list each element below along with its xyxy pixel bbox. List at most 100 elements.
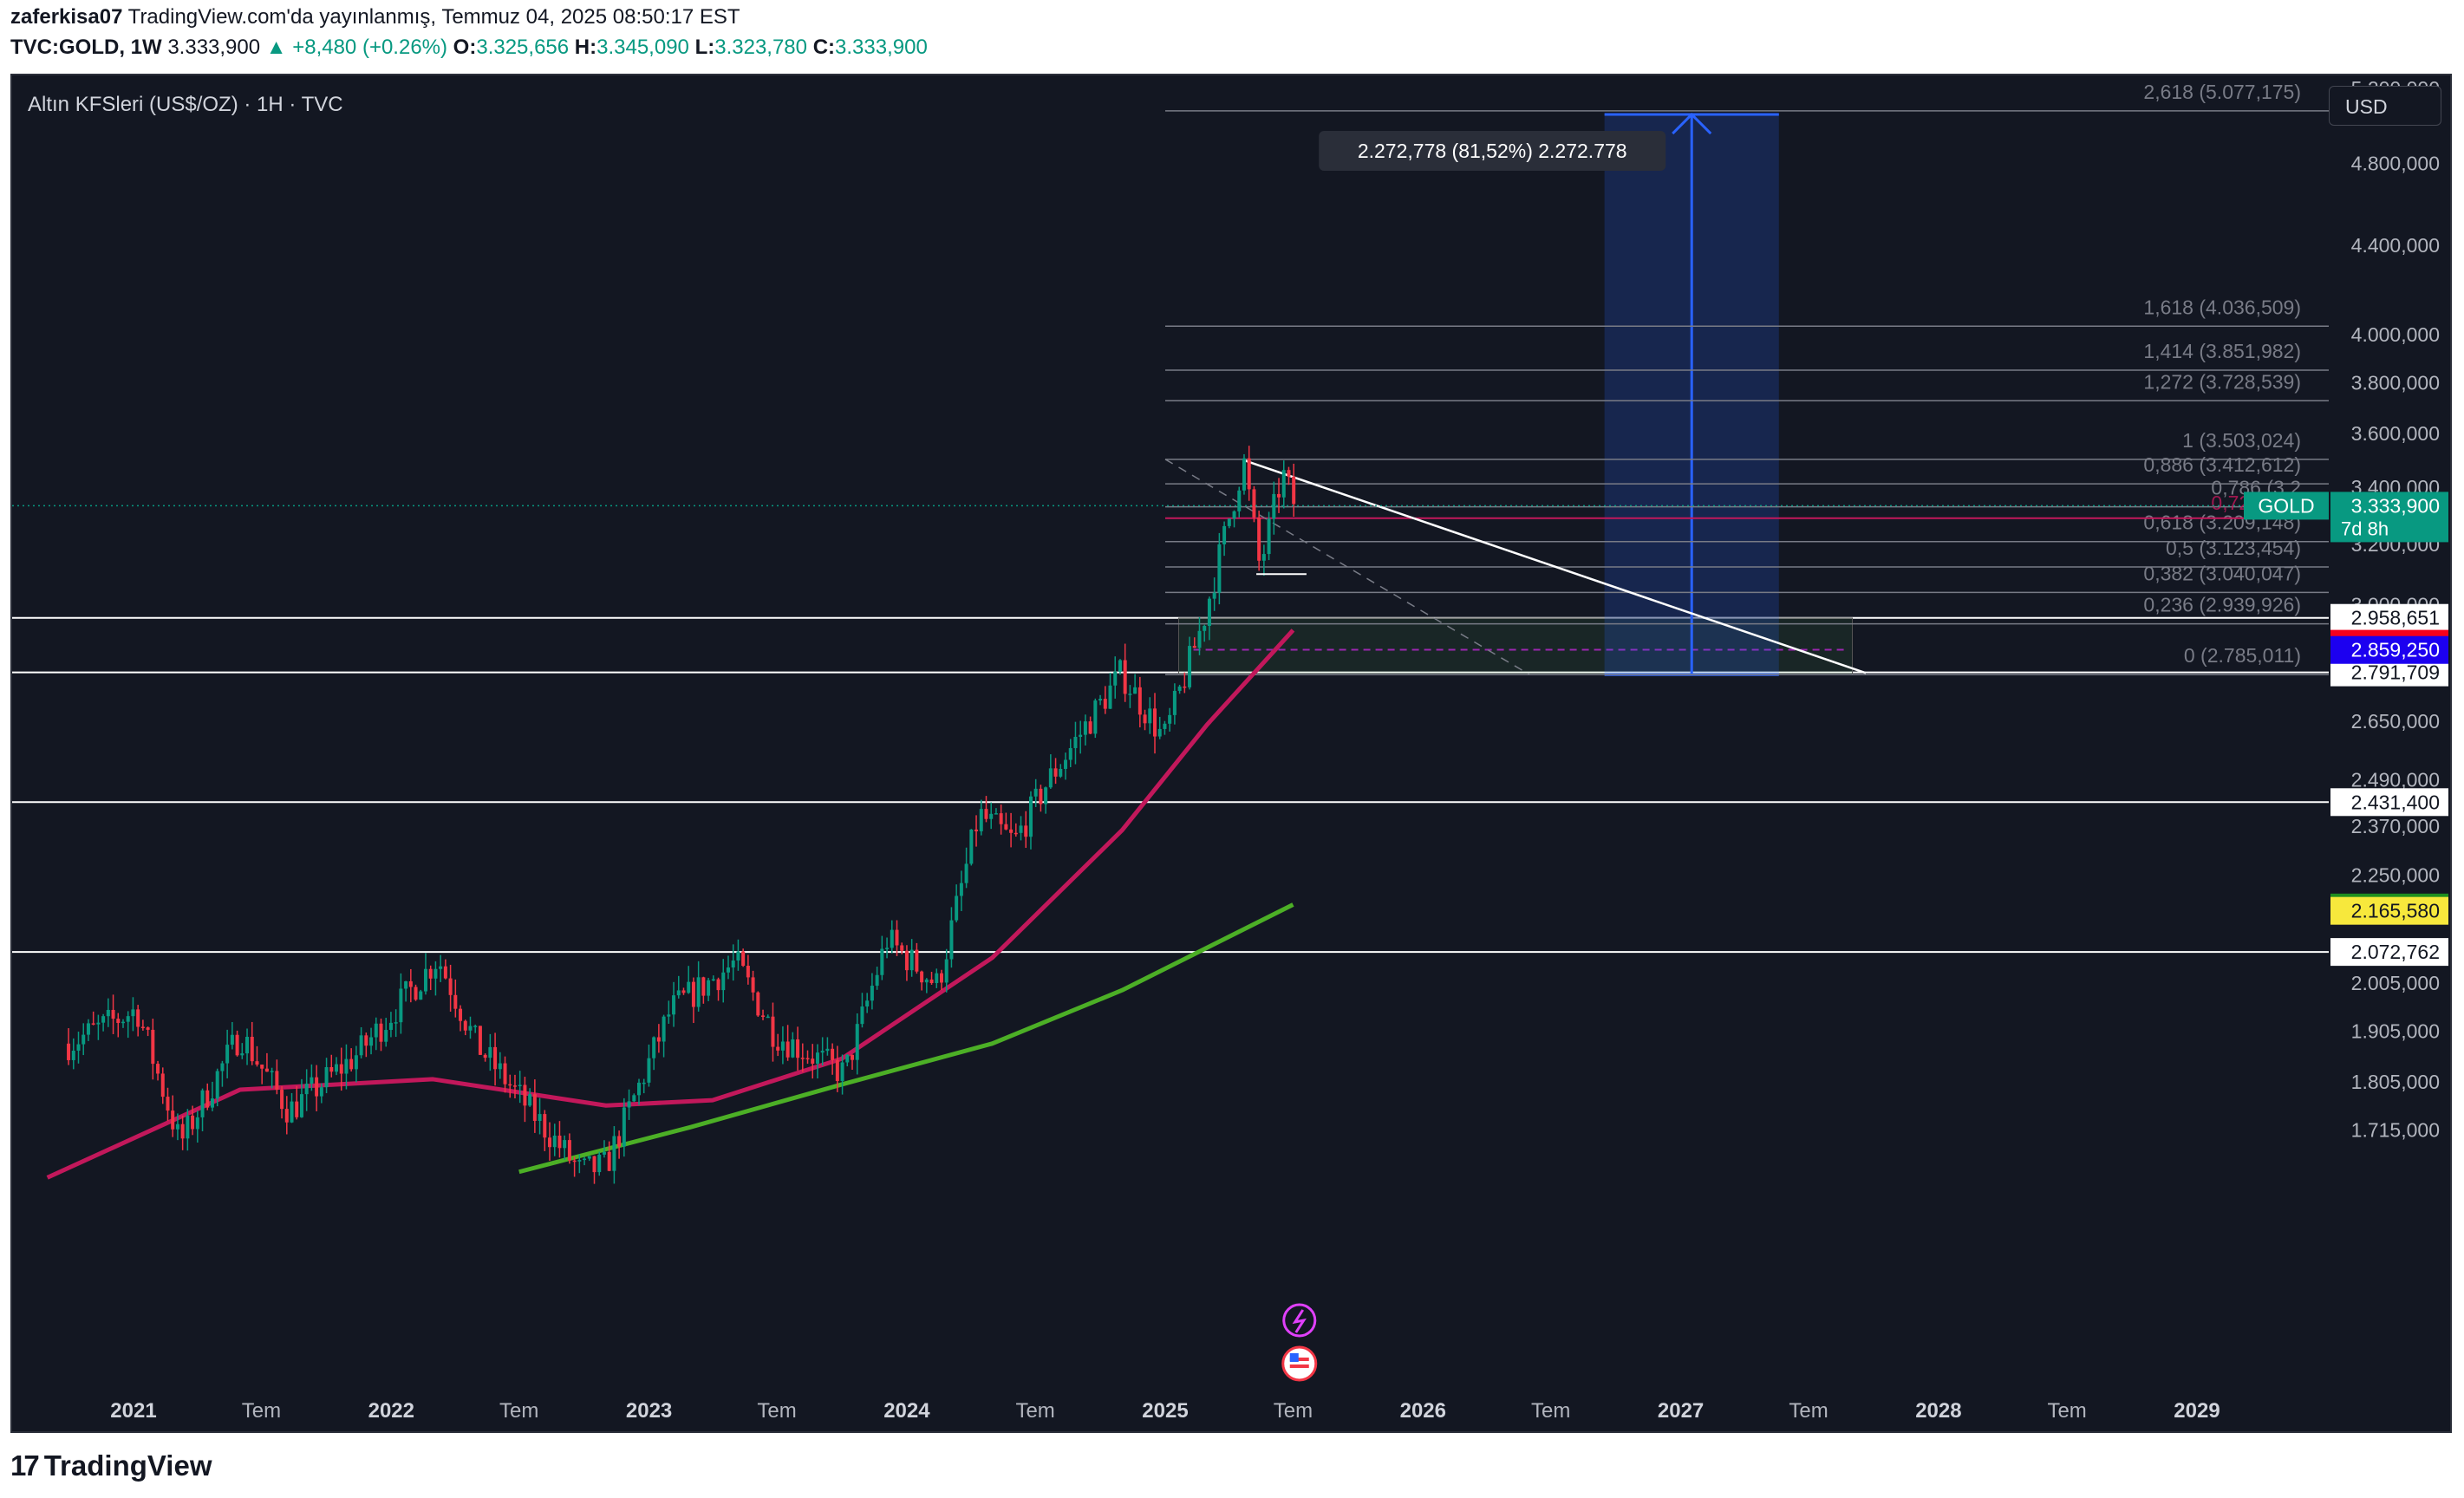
candle-body [831,1048,835,1060]
candle-body [1267,518,1271,555]
candle-body [67,1043,71,1060]
candle-body [979,809,983,831]
candle-body [607,1151,611,1171]
candle-body [1192,646,1196,648]
candle-body [1163,723,1167,729]
x-tick-label: 2028 [1915,1399,1961,1423]
symbol-label: TVC:GOLD, 1W [10,36,162,59]
candle-body [776,1046,780,1051]
candle-body [825,1048,830,1052]
candle-body [1177,686,1182,691]
high-label: H: [574,36,597,59]
candle-body [1261,554,1266,561]
candle-body [260,1065,264,1069]
candle-body [746,966,750,978]
fib-level-label: 1,272 (3.728,539) [2143,370,2301,393]
candle-body [166,1097,170,1111]
candle-body [433,968,438,979]
candle-body [1068,747,1072,760]
candle-body [880,948,884,975]
candle-body [443,966,447,979]
candle-body [895,929,899,946]
us-flag-stripe [1289,1358,1309,1361]
candle-body [647,1058,651,1083]
candle-body [543,1114,547,1138]
candle-body [295,1101,299,1117]
last-price: 3.333,900 [167,36,261,59]
candle-body [1143,714,1147,724]
candle-body [691,981,695,1007]
candle-body [364,1035,368,1046]
candle-body [156,1064,160,1074]
y-tick-label: 2.370,000 [2351,815,2440,837]
candle-body [885,948,890,949]
candle-body [399,988,403,1023]
x-tick-label: Tem [499,1399,538,1423]
candle-body [1039,788,1043,804]
candle-body [711,979,715,981]
y-tick-label: 2.490,000 [2351,768,2440,791]
fib-level-label: 0,382 (3.040,047) [2143,562,2301,584]
candle-body [1232,511,1236,519]
projection-arrow-head [1672,112,1712,135]
candle-body [612,1136,616,1171]
candle-body [280,1090,284,1110]
candle-body [567,1140,571,1161]
candle-body [116,1019,121,1024]
candle-body [1079,734,1083,738]
candle-body [909,949,914,971]
y-tick-label: 4.400,000 [2351,234,2440,257]
candle-body [339,1064,343,1074]
level-badge-bg [2330,788,2448,817]
candle-body [994,813,998,815]
candle-body [870,986,874,1001]
candle-body [944,959,948,983]
candle-body [255,1061,259,1065]
x-tick-label: 2024 [883,1399,930,1423]
candle-body [1157,728,1162,737]
candle-body [796,1039,800,1058]
candle-body [716,979,720,991]
candle-body [518,1084,522,1087]
x-tick-label: 2021 [110,1399,156,1423]
chart-panel[interactable]: 2.272,778 (81,52%) 2.272.778 0 (2.785,011… [10,74,2452,1433]
candle-body [587,1156,591,1159]
candle-body [508,1084,512,1086]
fib-level-label: 1 (3.503,024) [2182,429,2301,452]
lightning-event-icon [1282,1303,1317,1338]
price-chart[interactable]: 2.272,778 (81,52%) 2.272.778 0 (2.785,011… [12,75,2450,1431]
candle-body [632,1095,636,1102]
candle-body [71,1050,75,1060]
tradingview-logo[interactable]: 17 TradingView [10,1449,212,1482]
candle-body [523,1084,527,1106]
candle-body [369,1037,374,1046]
candle-body [1118,660,1122,672]
candle-body [642,1082,646,1084]
candle-body [820,1051,825,1053]
logo-text: TradingView [43,1449,212,1482]
y-tick-label: 3.600,000 [2351,422,2440,445]
candle-body [672,995,676,1015]
candle-body [855,1024,859,1060]
candle-countdown: 7d 8h [2341,518,2389,539]
consolidation-zone [1177,617,1854,675]
candle-body [875,974,879,987]
candle-body [354,1055,358,1070]
fib-level-label: 2,618 (5.077,175) [2143,81,2301,103]
x-tick-label: Tem [1015,1399,1054,1423]
level-badge-bg [2330,896,2448,925]
candle-body [111,1009,115,1019]
current-price-badge-bg [2330,492,2448,543]
candle-body [656,1037,661,1042]
candle-body [319,1087,323,1097]
candle-body [617,1136,622,1147]
candle-body [240,1053,244,1056]
candle-body [1024,825,1028,837]
candle-body [1073,737,1078,748]
candle-body [707,980,711,996]
candle-body [1123,660,1127,694]
low-value: 3.323,780 [714,36,808,59]
currency-button[interactable]: USD [2329,86,2441,126]
candle-body [1227,518,1231,526]
candle-body [171,1110,175,1130]
